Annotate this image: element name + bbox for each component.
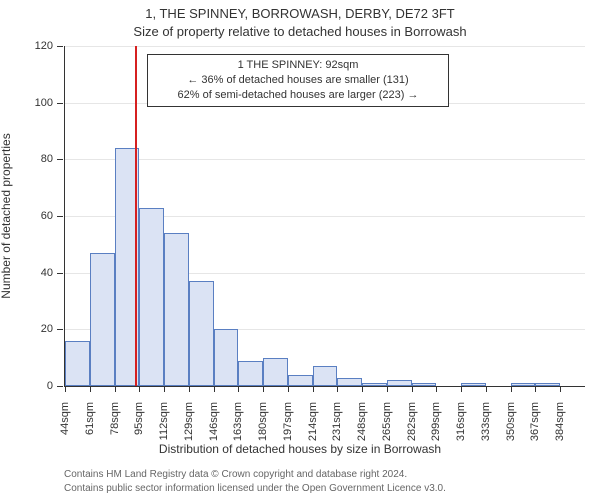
x-tick — [238, 387, 239, 392]
chart-stage: 1, THE SPINNEY, BORROWASH, DERBY, DE72 3… — [0, 0, 600, 500]
x-tick — [90, 387, 91, 392]
x-tick — [436, 387, 437, 392]
x-tick — [337, 387, 338, 392]
histogram-bar — [189, 281, 214, 386]
x-tick — [511, 387, 512, 392]
histogram-bar — [412, 383, 437, 386]
chart-title-subtitle: Size of property relative to detached ho… — [0, 24, 600, 39]
x-tick — [461, 387, 462, 392]
x-axis-title: Distribution of detached houses by size … — [0, 442, 600, 456]
histogram-bar — [511, 383, 536, 386]
footer-copyright-2: Contains public sector information licen… — [64, 483, 446, 494]
property-marker-line — [135, 46, 137, 386]
y-tick-label: 80 — [41, 153, 53, 165]
annotation-line: 62% of semi-detached houses are larger (… — [154, 88, 442, 103]
y-tick-label: 120 — [35, 40, 53, 52]
chart-title-address: 1, THE SPINNEY, BORROWASH, DERBY, DE72 3… — [0, 6, 600, 21]
annotation-line: ← 36% of detached houses are smaller (13… — [154, 73, 442, 88]
x-tick — [486, 387, 487, 392]
x-tick — [313, 387, 314, 392]
histogram-bar — [90, 253, 115, 386]
y-tick — [57, 159, 63, 160]
histogram-bar — [164, 233, 189, 386]
y-tick — [57, 103, 63, 104]
annotation-box: 1 THE SPINNEY: 92sqm← 36% of detached ho… — [147, 54, 449, 107]
y-tick-label: 100 — [35, 97, 53, 109]
x-tick — [214, 387, 215, 392]
x-tick — [412, 387, 413, 392]
histogram-bar — [313, 366, 338, 386]
histogram-bar — [139, 208, 164, 387]
gridline — [65, 159, 585, 160]
x-tick — [263, 387, 264, 392]
plot-area: 1 THE SPINNEY: 92sqm← 36% of detached ho… — [64, 46, 585, 387]
histogram-bar — [238, 361, 263, 387]
histogram-bar — [461, 383, 486, 386]
y-tick — [57, 273, 63, 274]
x-tick — [362, 387, 363, 392]
histogram-bar — [65, 341, 90, 386]
x-tick — [387, 387, 388, 392]
histogram-bar — [337, 378, 362, 387]
x-tick — [164, 387, 165, 392]
x-tick — [115, 387, 116, 392]
y-tick-label: 60 — [41, 210, 53, 222]
x-tick — [288, 387, 289, 392]
x-tick — [65, 387, 66, 392]
histogram-bar — [362, 383, 387, 386]
histogram-bar — [263, 358, 288, 386]
histogram-bar — [214, 329, 239, 386]
y-axis-title: Number of detached properties — [0, 133, 13, 298]
footer-copyright-1: Contains HM Land Registry data © Crown c… — [64, 469, 407, 480]
gridline — [65, 46, 585, 47]
x-tick — [189, 387, 190, 392]
y-tick-label: 0 — [47, 380, 53, 392]
y-tick-label: 20 — [41, 323, 53, 335]
x-tick — [560, 387, 561, 392]
annotation-line: 1 THE SPINNEY: 92sqm — [154, 58, 442, 73]
y-tick — [57, 216, 63, 217]
y-tick — [57, 386, 63, 387]
histogram-bar — [387, 380, 412, 386]
x-tick — [139, 387, 140, 392]
x-tick — [535, 387, 536, 392]
histogram-bar — [535, 383, 560, 386]
histogram-bar — [288, 375, 313, 386]
y-tick-label: 40 — [41, 267, 53, 279]
y-tick — [57, 329, 63, 330]
y-tick — [57, 46, 63, 47]
